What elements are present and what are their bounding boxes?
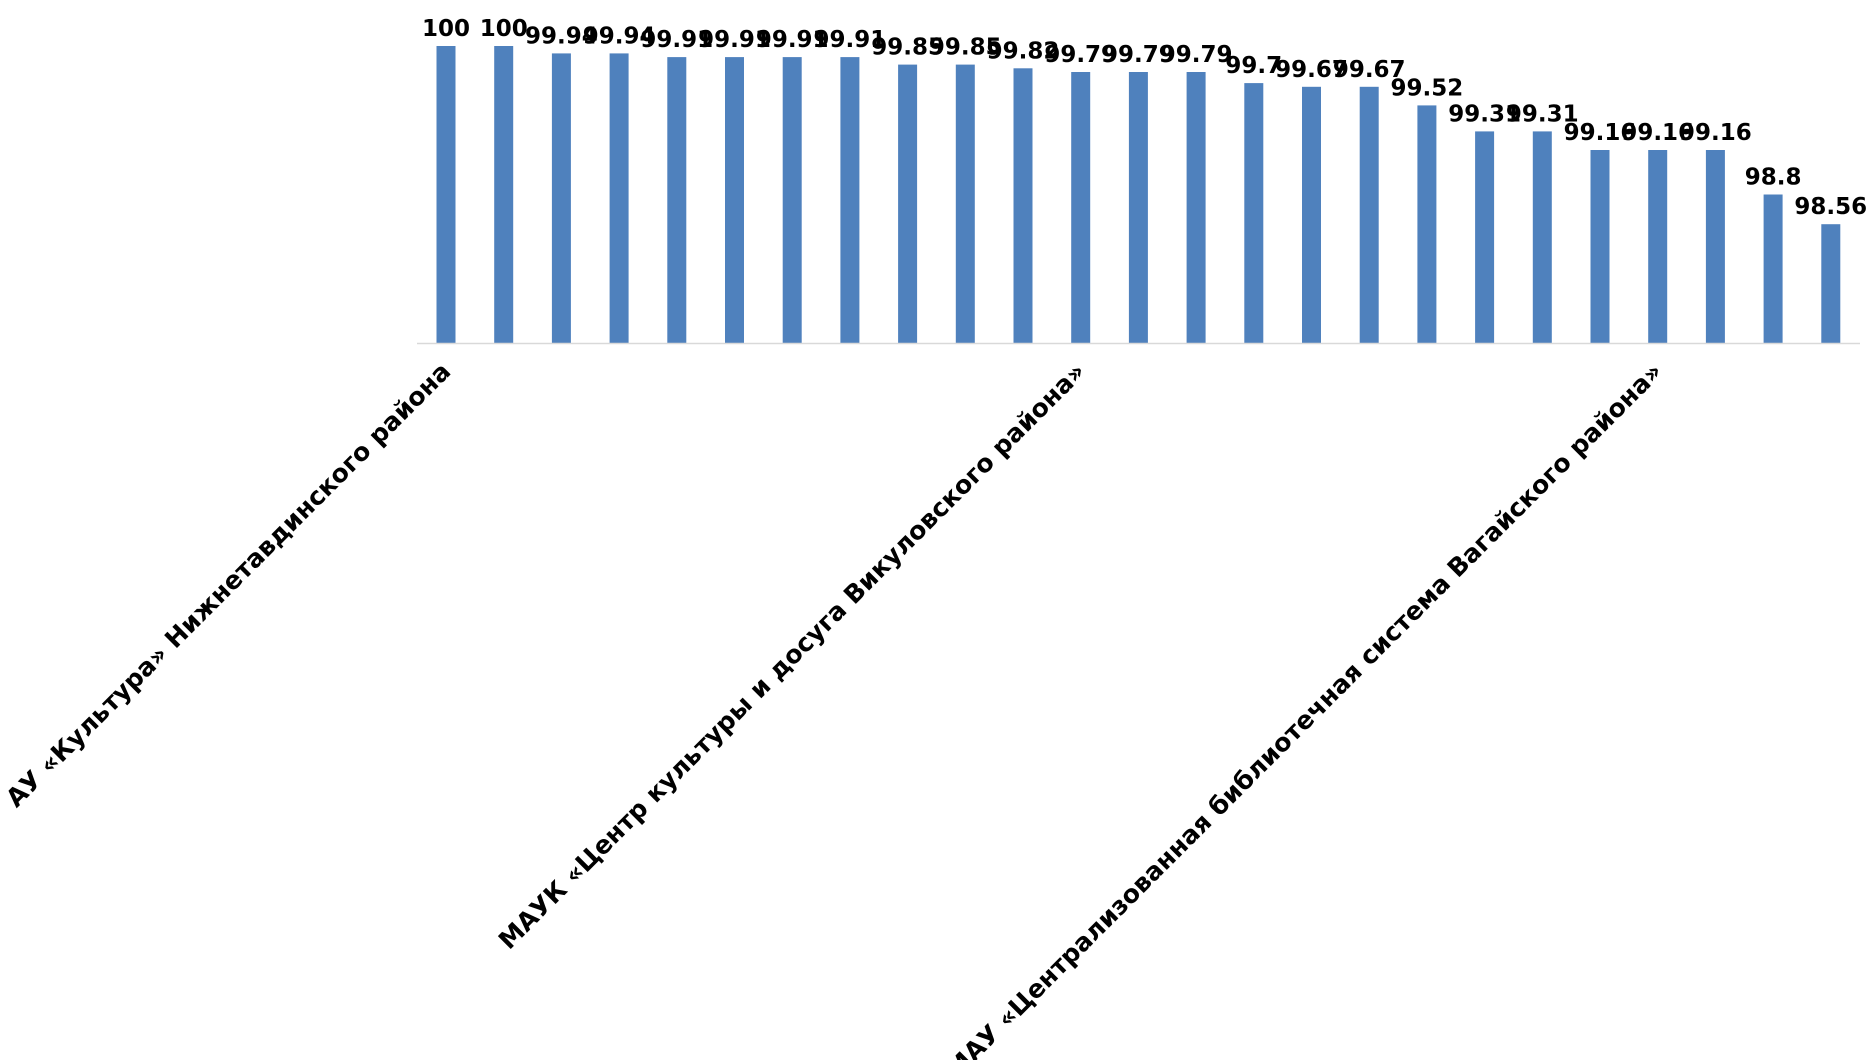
bar-21	[1590, 150, 1610, 343]
data-label-9: 99.85	[871, 35, 944, 61]
data-label-10: 99.85	[929, 35, 1002, 61]
x-tick-labels-layer: АУ «Культура» Нижнетавдинского района МАУ…	[0, 357, 1668, 1064]
bar-19	[1475, 131, 1495, 343]
data-label-1: 100	[422, 16, 470, 42]
bars-layer	[436, 46, 1841, 344]
x-tick-label-12: МАУК «Центр культуры и досуга Викуловско…	[493, 357, 1091, 955]
bar-25	[1821, 224, 1841, 343]
bar-16	[1302, 86, 1321, 344]
data-label-25: 98.56	[1794, 194, 1867, 220]
data-label-3: 99.94	[525, 23, 598, 49]
bar-6	[725, 57, 744, 343]
data-labels-layer: 100 10099.9499.9499.9199.9199.9199.9199.8…	[422, 16, 1867, 220]
bar-17	[1359, 86, 1379, 344]
bar-2	[494, 46, 514, 343]
data-label-16: 99.67	[1275, 57, 1348, 83]
bar-10	[955, 64, 975, 343]
bar-13	[1128, 72, 1148, 343]
data-label-7: 99.91	[756, 27, 829, 53]
data-label-2: 100	[480, 16, 528, 42]
bar-12	[1071, 72, 1091, 343]
bar-11	[1013, 68, 1033, 344]
bar-18	[1417, 105, 1437, 344]
bar-9	[898, 64, 918, 343]
bar-15	[1244, 83, 1264, 343]
bar-5	[667, 57, 687, 343]
bar-3	[551, 53, 571, 344]
data-label-4: 99.94	[583, 23, 656, 49]
data-label-6: 99.91	[698, 27, 771, 53]
bar-7	[782, 57, 802, 343]
x-tick-label-1: АУ «Культура» Нижнетавдинского района	[0, 357, 456, 813]
data-label-15: 99.7	[1225, 53, 1282, 79]
bar-24	[1763, 194, 1783, 343]
data-label-14: 99.79	[1160, 42, 1233, 68]
data-label-20: 99.31	[1506, 101, 1579, 127]
data-label-18: 99.52	[1391, 75, 1464, 101]
data-label-23: 99.16	[1679, 120, 1752, 146]
data-label-24: 98.8	[1745, 165, 1802, 191]
bar-4	[609, 53, 629, 344]
data-label-21: 99.16	[1564, 120, 1637, 146]
bar-1	[436, 46, 456, 343]
bar-14	[1186, 72, 1206, 343]
bar-22	[1648, 150, 1668, 343]
data-label-13: 99.79	[1102, 42, 1175, 68]
data-label-19: 99.31	[1448, 101, 1521, 127]
bar-8	[840, 57, 860, 343]
x-tick-label-22: МАУ «Централизованная библиотечная систе…	[940, 357, 1668, 1060]
data-label-5: 99.91	[640, 27, 713, 53]
bar-20	[1532, 131, 1552, 343]
bar-23	[1705, 150, 1725, 343]
data-label-17: 99.67	[1333, 57, 1406, 83]
data-label-22: 99.16	[1621, 120, 1694, 146]
data-label-8: 99.91	[814, 27, 887, 53]
data-label-11: 99.82	[987, 38, 1060, 64]
data-label-12: 99.79	[1044, 42, 1117, 68]
